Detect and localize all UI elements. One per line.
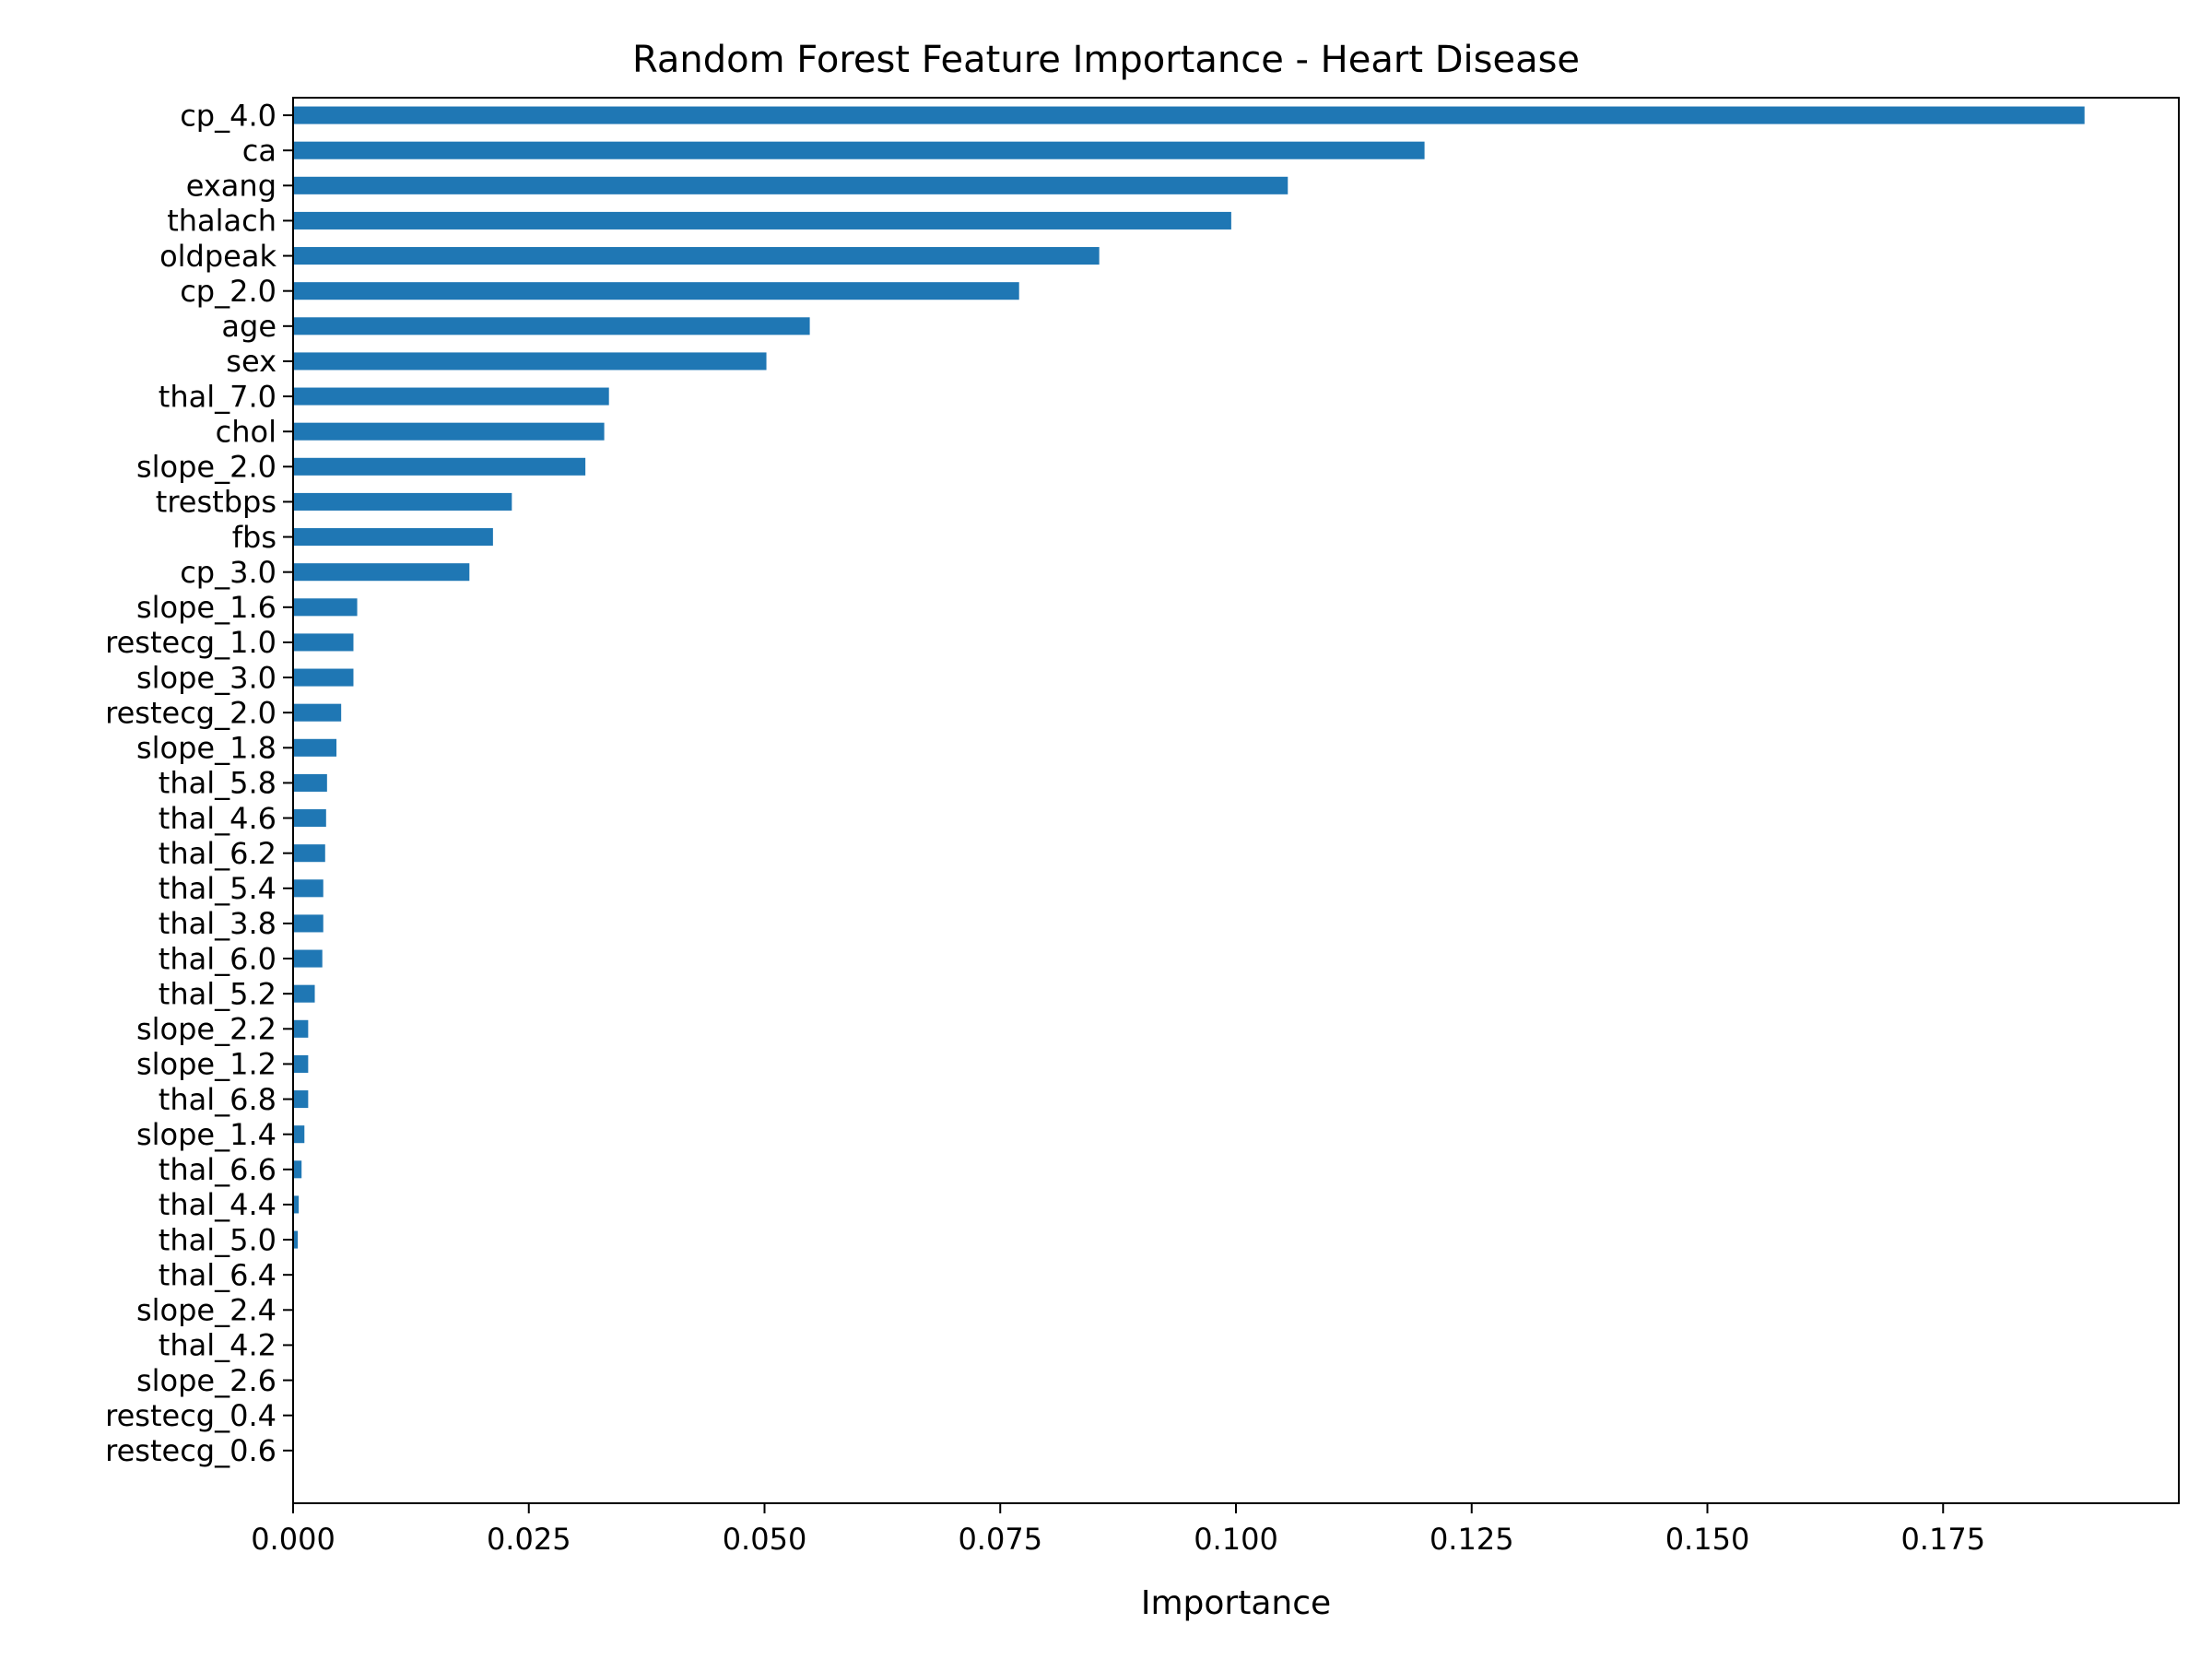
bar-thal_4.6 xyxy=(293,809,326,828)
bar-cp_4.0 xyxy=(293,106,2085,124)
x-tick-label-3: 0.075 xyxy=(958,1522,1042,1557)
bar-slope_1.2 xyxy=(293,1054,309,1073)
y-axis: cp_4.0caexangthalacholdpeakcp_2.0agesext… xyxy=(105,98,293,1468)
y-tick-label-slope_1.8: slope_1.8 xyxy=(136,731,276,766)
bar-slope_2.2 xyxy=(293,1019,309,1038)
bar-slope_1.6 xyxy=(293,598,358,617)
y-tick-label-restecg_2.0: restecg_2.0 xyxy=(105,695,276,730)
x-tick-label-4: 0.100 xyxy=(1194,1522,1278,1557)
bar-cp_2.0 xyxy=(293,282,1019,300)
x-tick-label-6: 0.150 xyxy=(1665,1522,1750,1557)
x-axis: 0.000 0.025 0.050 0.075 0.100 0.125 0.150 0.175 xyxy=(251,1503,1985,1557)
y-tick-label-slope_2.2: slope_2.2 xyxy=(136,1012,276,1047)
y-tick-label-trestbps: trestbps xyxy=(156,485,276,520)
y-tick-label-thal_7.0: thal_7.0 xyxy=(159,379,276,414)
bar-thal_5.8 xyxy=(293,773,327,792)
y-tick-label-thal_5.8: thal_5.8 xyxy=(159,766,276,801)
bar-age xyxy=(293,317,810,335)
y-tick-label-thal_6.6: thal_6.6 xyxy=(159,1152,276,1187)
bar-thal_7.0 xyxy=(293,387,609,406)
y-tick-label-thal_4.6: thal_4.6 xyxy=(159,801,276,836)
y-tick-label-fbs: fbs xyxy=(232,520,276,555)
bar-slope_2.0 xyxy=(293,457,586,476)
y-tick-label-thal_4.2: thal_4.2 xyxy=(159,1328,276,1363)
y-tick-label-slope_3.0: slope_3.0 xyxy=(136,660,276,695)
y-tick-label-cp_3.0: cp_3.0 xyxy=(180,555,276,590)
bar-exang xyxy=(293,176,1288,194)
bar-thal_5.2 xyxy=(293,984,315,1003)
bar-slope_1.8 xyxy=(293,738,337,757)
bar-chol xyxy=(293,422,605,441)
bar-thalach xyxy=(293,211,1231,229)
bar-ca xyxy=(293,141,1425,159)
bar-trestbps xyxy=(293,492,512,511)
y-tick-label-restecg_0.4: restecg_0.4 xyxy=(105,1398,276,1433)
bar-slope_1.4 xyxy=(293,1125,305,1144)
bar-thal_3.8 xyxy=(293,914,324,933)
y-tick-label-sex: sex xyxy=(226,344,276,379)
y-tick-label-ca: ca xyxy=(242,133,276,168)
bar-thal_6.2 xyxy=(293,844,325,863)
y-tick-label-thal_6.4: thal_6.4 xyxy=(159,1257,276,1292)
chart-title: Random Forest Feature Importance - Heart… xyxy=(632,39,1580,81)
bar-thal_6.0 xyxy=(293,949,323,968)
y-tick-label-chol: chol xyxy=(216,414,276,449)
bar-slope_3.0 xyxy=(293,668,354,687)
x-tick-label-7: 0.175 xyxy=(1900,1522,1985,1557)
y-tick-label-thal_5.2: thal_5.2 xyxy=(159,976,276,1011)
y-tick-label-thal_6.2: thal_6.2 xyxy=(159,836,276,871)
y-tick-label-slope_1.4: slope_1.4 xyxy=(136,1117,276,1152)
y-tick-label-thal_6.8: thal_6.8 xyxy=(159,1082,276,1117)
bar-oldpeak xyxy=(293,247,1100,265)
y-tick-label-cp_2.0: cp_2.0 xyxy=(180,274,276,309)
bar-thal_5.0 xyxy=(293,1230,299,1249)
bar-cp_3.0 xyxy=(293,563,470,582)
y-tick-label-oldpeak: oldpeak xyxy=(159,239,276,274)
y-tick-label-age: age xyxy=(221,309,276,344)
bar-restecg_1.0 xyxy=(293,633,354,652)
bar-restecg_2.0 xyxy=(293,703,342,722)
y-tick-label-cp_4.0: cp_4.0 xyxy=(180,98,276,133)
bar-sex xyxy=(293,352,767,371)
x-tick-label-1: 0.025 xyxy=(487,1522,571,1557)
y-tick-label-slope_2.0: slope_2.0 xyxy=(136,450,276,485)
y-tick-label-thal_5.0: thal_5.0 xyxy=(159,1222,276,1257)
x-tick-label-2: 0.050 xyxy=(723,1522,807,1557)
x-tick-label-5: 0.125 xyxy=(1430,1522,1514,1557)
y-tick-label-exang: exang xyxy=(186,169,276,204)
plot-frame xyxy=(292,97,2180,1504)
y-tick-label-slope_2.4: slope_2.4 xyxy=(136,1293,276,1328)
y-tick-label-slope_1.6: slope_1.6 xyxy=(136,590,276,625)
x-tick-label-0: 0.000 xyxy=(251,1522,335,1557)
y-tick-label-restecg_1.0: restecg_1.0 xyxy=(105,625,276,660)
y-tick-label-slope_2.6: slope_2.6 xyxy=(136,1363,276,1398)
y-tick-label-thal_5.4: thal_5.4 xyxy=(159,871,276,906)
bar-thal_5.4 xyxy=(293,879,324,898)
y-tick-label-thalach: thalach xyxy=(167,204,276,239)
y-tick-label-thal_6.0: thal_6.0 xyxy=(159,941,276,976)
bar-fbs xyxy=(293,528,493,547)
bar-thal_6.8 xyxy=(293,1090,309,1109)
bar-thal_4.4 xyxy=(293,1195,300,1214)
y-tick-label-thal_3.8: thal_3.8 xyxy=(159,906,276,941)
y-tick-label-restecg_0.6: restecg_0.6 xyxy=(105,1433,276,1468)
bar-thal_6.6 xyxy=(293,1160,302,1179)
x-axis-label: Importance xyxy=(1141,1584,1331,1622)
y-tick-label-slope_1.2: slope_1.2 xyxy=(136,1047,276,1082)
y-tick-label-thal_4.4: thal_4.4 xyxy=(159,1187,276,1222)
bars-group xyxy=(293,106,2085,1249)
